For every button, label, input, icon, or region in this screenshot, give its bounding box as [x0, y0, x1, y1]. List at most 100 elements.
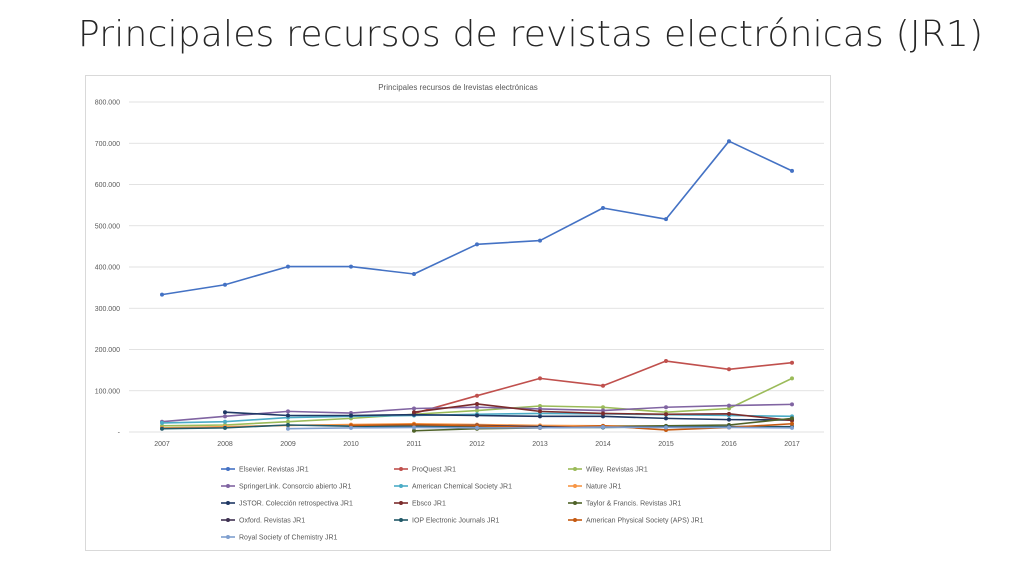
- series-line: [286, 425, 794, 431]
- data-point: [475, 413, 479, 418]
- data-point: [790, 360, 794, 365]
- legend-marker: [226, 484, 230, 488]
- data-point: [475, 425, 479, 430]
- legend-label: SpringerLink. Consorcio abierto JR1: [239, 484, 352, 491]
- y-tick-label: 100.000: [95, 388, 120, 395]
- data-point: [664, 217, 668, 222]
- legend-label: American Physical Society (APS) JR1: [586, 518, 704, 525]
- data-point: [286, 419, 290, 424]
- series-line: [160, 139, 794, 297]
- data-point: [790, 425, 794, 430]
- data-point: [286, 426, 290, 431]
- grid-lines: [129, 101, 824, 433]
- data-point: [664, 425, 668, 430]
- legend-label: Ebsco JR1: [412, 501, 446, 508]
- legend-item: Elsevier. Revistas JR1: [221, 467, 309, 474]
- legend-item: SpringerLink. Consorcio abierto JR1: [221, 484, 352, 491]
- slide-title: Principales recursos de revistas electró…: [78, 14, 984, 55]
- y-tick-label: -: [118, 430, 121, 437]
- chart-container: Principales recursos de lrevistas electr…: [85, 75, 831, 551]
- legend-marker: [573, 501, 577, 505]
- data-point: [664, 359, 668, 364]
- chart-title: Principales recursos de lrevistas electr…: [378, 83, 538, 92]
- y-tick-label: 400.000: [95, 265, 120, 272]
- legend-item: American Chemical Society JR1: [394, 484, 512, 491]
- data-point: [286, 422, 290, 427]
- legend-item: Ebsco JR1: [394, 501, 446, 508]
- legend-marker: [226, 518, 230, 522]
- data-point: [286, 413, 290, 418]
- data-point: [475, 393, 479, 398]
- y-tick-label: 200.000: [95, 347, 120, 354]
- data-point: [664, 416, 668, 421]
- data-point: [286, 409, 290, 414]
- data-point: [727, 425, 731, 430]
- data-point: [727, 367, 731, 372]
- data-point: [412, 410, 416, 415]
- y-tick-label: 300.000: [95, 306, 120, 313]
- series-line: [412, 401, 794, 423]
- legend-item: American Physical Society (APS) JR1: [568, 518, 704, 525]
- legend-item: JSTOR. Colección retrospectiva JR1: [221, 501, 353, 508]
- x-tick-label: 2013: [532, 441, 548, 448]
- x-tick-label: 2011: [406, 441, 421, 448]
- data-point: [412, 428, 416, 433]
- data-point: [223, 419, 227, 424]
- legend-marker: [226, 535, 230, 539]
- legend-marker: [399, 484, 403, 488]
- data-point: [790, 402, 794, 407]
- data-point: [790, 421, 794, 426]
- data-point: [475, 401, 479, 406]
- legend-marker: [399, 501, 403, 505]
- data-point: [412, 272, 416, 277]
- data-point: [601, 383, 605, 388]
- data-point: [601, 405, 605, 410]
- legend-label: Taylor & Francis. Revistas JR1: [586, 501, 681, 508]
- data-point: [727, 411, 731, 416]
- data-point: [727, 139, 731, 144]
- legend-label: JSTOR. Colección retrospectiva JR1: [239, 501, 353, 508]
- legend: Elsevier. Revistas JR1 ProQuest JR1 Wiley.…: [221, 467, 704, 542]
- data-point: [538, 409, 542, 414]
- legend-item: IOP Electronic Journals JR1: [394, 518, 500, 525]
- legend-label: IOP Electronic Journals JR1: [412, 518, 500, 525]
- legend-marker: [226, 501, 230, 505]
- x-tick-label: 2009: [280, 441, 296, 448]
- data-point: [538, 376, 542, 381]
- legend-item: Wiley. Revistas JR1: [568, 467, 648, 474]
- data-point: [349, 264, 353, 269]
- legend-item: ProQuest JR1: [394, 467, 456, 474]
- legend-label: Wiley. Revistas JR1: [586, 467, 648, 474]
- series-path: [161, 140, 793, 296]
- x-axis-ticks: 2007 2008 2009 2010 2011 2012 2013 2014 2015 2016…: [154, 441, 800, 448]
- y-axis-ticks: - 100.000 200.000 300.000 400.000 500.000 600.…: [95, 100, 121, 437]
- data-point: [727, 406, 731, 411]
- data-point: [412, 406, 416, 411]
- data-point: [160, 426, 164, 431]
- data-point: [601, 425, 605, 430]
- data-point: [475, 408, 479, 413]
- legend-label: ProQuest JR1: [412, 467, 456, 474]
- legend-marker: [399, 518, 403, 522]
- legend-label: Nature JR1: [586, 484, 622, 491]
- data-point: [475, 242, 479, 247]
- data-point: [538, 238, 542, 243]
- data-point: [790, 168, 794, 173]
- data-point: [664, 412, 668, 417]
- data-point: [601, 411, 605, 416]
- data-point: [223, 414, 227, 419]
- legend-label: Oxford. Revistas JR1: [239, 518, 305, 525]
- data-point: [349, 425, 353, 430]
- data-point: [538, 425, 542, 430]
- data-point: [349, 413, 353, 418]
- legend-marker: [226, 467, 230, 471]
- legend-marker: [573, 518, 577, 522]
- x-tick-label: 2010: [343, 441, 359, 448]
- legend-item: Oxford. Revistas JR1: [221, 518, 305, 525]
- x-tick-label: 2015: [658, 441, 674, 448]
- data-point: [475, 405, 479, 410]
- legend-item: Royal Society of Chemistry JR1: [221, 535, 338, 542]
- series-line: [223, 410, 794, 423]
- series-path: [224, 411, 793, 421]
- legend-item: Nature JR1: [568, 484, 622, 491]
